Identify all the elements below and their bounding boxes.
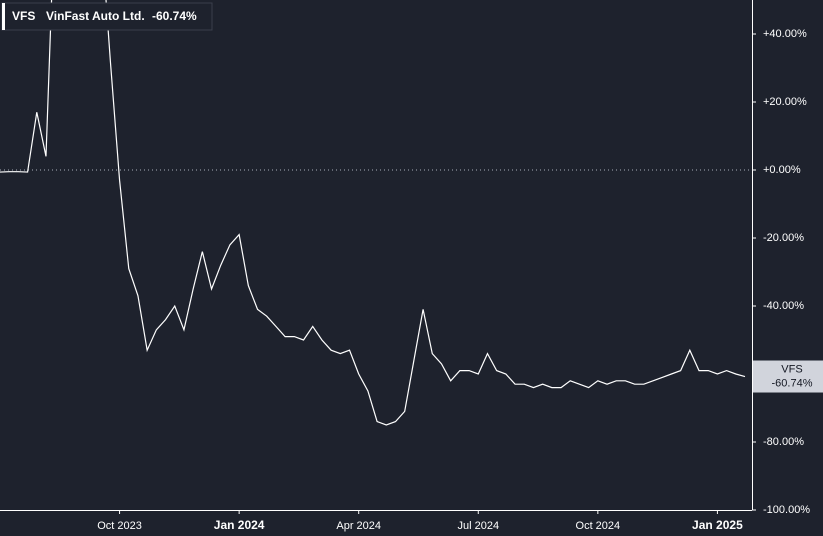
price-line: [0, 0, 746, 426]
plot-area: [0, 0, 752, 426]
axes: +40.00%+20.00%+0.00%-20.00%-40.00%-60.00…: [97, 28, 823, 532]
x-tick-label: Jan 2025: [692, 518, 743, 532]
legend-box: [1, 2, 213, 31]
y-tick-label: +40.00%: [763, 28, 807, 40]
x-tick-label: Jan 2024: [214, 518, 265, 532]
last-value-label: -60.74%: [772, 377, 813, 389]
legend-value: -60.74%: [152, 9, 197, 23]
x-tick-label: Apr 2024: [336, 520, 381, 532]
legend-description: VinFast Auto Ltd.: [46, 9, 145, 23]
x-tick-label: Jul 2024: [457, 520, 499, 532]
y-tick-label: -100.00%: [763, 504, 810, 516]
y-tick-label: -80.00%: [763, 436, 804, 448]
last-value-symbol: VFS: [781, 363, 802, 375]
legend: VFS VinFast Auto Ltd. -60.74%: [1, 2, 213, 31]
legend-symbol: VFS: [12, 9, 35, 23]
x-tick-label: Oct 2023: [97, 520, 142, 532]
last-value-tag: [753, 360, 823, 393]
legend-swatch: [2, 3, 5, 30]
y-tick-label: +0.00%: [763, 164, 801, 176]
x-tick-label: Oct 2024: [576, 520, 621, 532]
y-tick-label: -20.00%: [763, 232, 804, 244]
y-tick-label: -40.00%: [763, 300, 804, 312]
y-tick-label: +20.00%: [763, 96, 807, 108]
